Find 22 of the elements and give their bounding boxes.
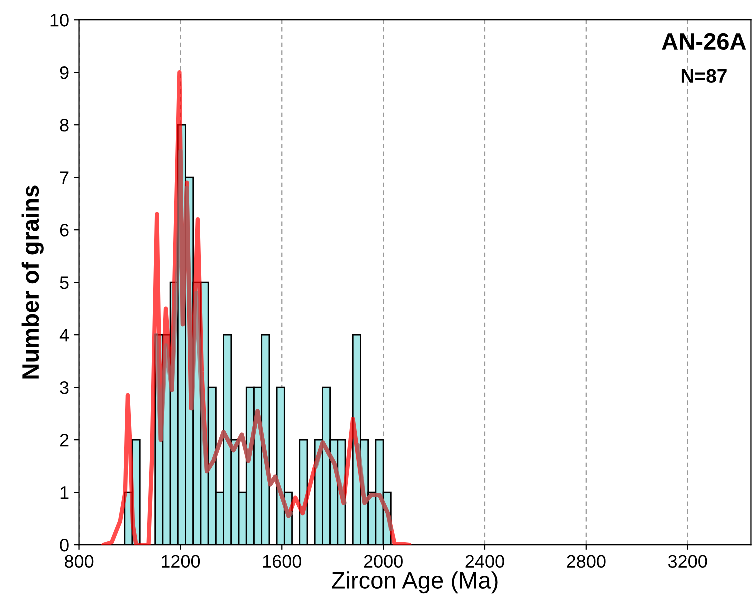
x-tick-label: 2400 xyxy=(466,555,504,568)
y-tick-label: 5 xyxy=(60,276,69,290)
x-axis-title: Zircon Age (Ma) xyxy=(332,572,498,594)
annotation: N=87 xyxy=(682,69,727,84)
annotation: AN-26A xyxy=(662,33,746,50)
y-tick-label: 7 xyxy=(60,172,69,184)
y-tick-label: 0 xyxy=(60,538,69,552)
x-tick-label: 3200 xyxy=(668,555,708,568)
y-tick-label: 2 xyxy=(60,434,69,447)
x-tick-label: 1600 xyxy=(263,555,302,568)
x-tick-label: 2800 xyxy=(567,555,606,568)
y-tick-label: 8 xyxy=(60,119,69,132)
y-axis-title: Number of grains xyxy=(22,186,44,379)
x-tick-label: 800 xyxy=(65,555,94,568)
y-tick-label: 1 xyxy=(60,486,69,500)
y-tick-label: 3 xyxy=(60,382,69,394)
y-tick-label: 4 xyxy=(60,329,70,342)
x-tick-label: 2000 xyxy=(364,555,403,568)
y-tick-label: 6 xyxy=(60,224,69,237)
y-tick-label: 9 xyxy=(60,66,69,80)
x-tick-label: 1200 xyxy=(162,555,200,568)
y-tick-label: 10 xyxy=(50,14,69,27)
